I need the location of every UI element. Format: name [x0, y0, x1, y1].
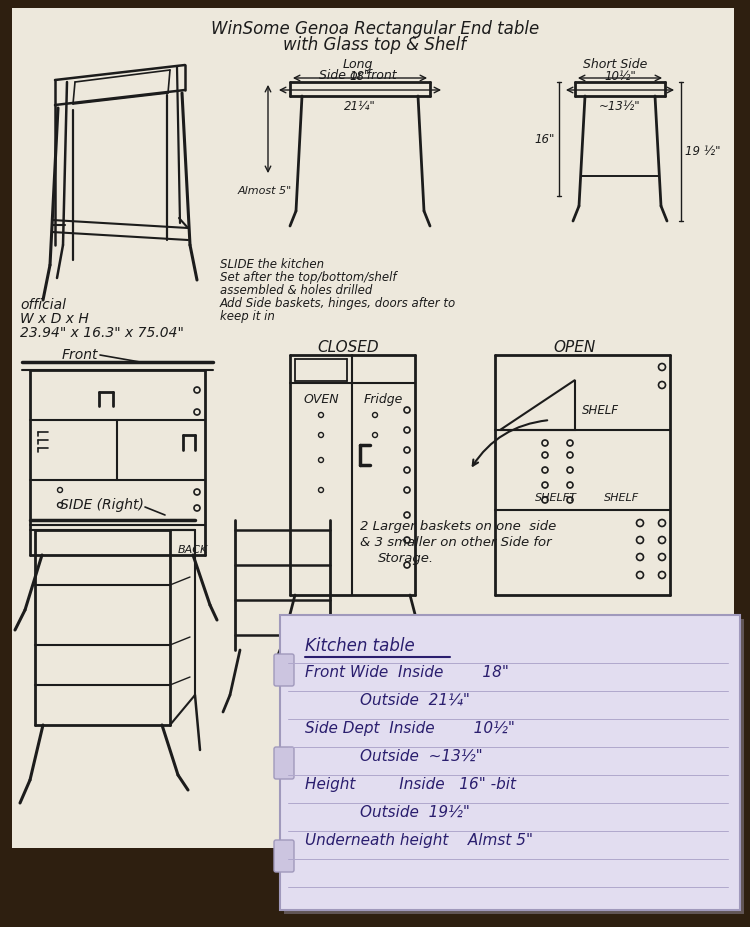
Text: 16": 16"	[535, 133, 555, 146]
Text: SHELFT: SHELFT	[536, 493, 578, 503]
Text: SIDE (Right): SIDE (Right)	[60, 498, 144, 512]
Text: Almost 5": Almost 5"	[238, 186, 292, 196]
Text: WinSome Genoa Rectangular End table: WinSome Genoa Rectangular End table	[211, 20, 539, 38]
FancyBboxPatch shape	[274, 654, 294, 686]
Text: SLIDE the kitchen: SLIDE the kitchen	[220, 258, 324, 271]
Text: 23.94" x 16.3" x 75.04": 23.94" x 16.3" x 75.04"	[20, 326, 184, 340]
Text: assembled & holes drilled: assembled & holes drilled	[220, 284, 372, 297]
Text: keep it in: keep it in	[220, 310, 274, 323]
Text: 18": 18"	[350, 70, 370, 83]
Text: official: official	[20, 298, 66, 312]
Text: Kitchen table: Kitchen table	[305, 637, 415, 655]
Text: ~13½": ~13½"	[599, 100, 640, 113]
Text: Add Side baskets, hinges, doors after to: Add Side baskets, hinges, doors after to	[220, 297, 456, 310]
Text: Underneath height    Almst 5": Underneath height Almst 5"	[305, 833, 533, 848]
Text: Side or front: Side or front	[320, 69, 397, 82]
Text: Front Wide  Inside        18": Front Wide Inside 18"	[305, 665, 509, 680]
Text: Outside  ∼13½": Outside ∼13½"	[360, 749, 483, 764]
Text: 19 ½": 19 ½"	[685, 145, 721, 158]
Text: Height         Inside   16" -bit: Height Inside 16" -bit	[305, 777, 516, 792]
Text: Side Dept  Inside        10½": Side Dept Inside 10½"	[305, 721, 514, 736]
Bar	[284, 619, 744, 914]
FancyBboxPatch shape	[274, 747, 294, 779]
Text: 21¼": 21¼"	[344, 100, 376, 113]
Text: Outside  19½": Outside 19½"	[360, 805, 470, 820]
Text: CLOSED: CLOSED	[317, 340, 379, 355]
Bar	[280, 615, 740, 910]
Text: SHELF: SHELF	[604, 493, 638, 503]
Text: & 3 smaller on other Side for: & 3 smaller on other Side for	[360, 536, 551, 549]
Text: Storage.: Storage.	[378, 552, 434, 565]
Text: SHELF: SHELF	[581, 404, 619, 417]
Text: OPEN: OPEN	[554, 340, 596, 355]
Text: with Glass top & Shelf: with Glass top & Shelf	[284, 36, 466, 54]
Text: Long: Long	[343, 58, 374, 71]
Text: OVEN: OVEN	[303, 393, 339, 406]
Text: 10½": 10½"	[604, 70, 636, 83]
Text: Set after the top/bottom/shelf: Set after the top/bottom/shelf	[220, 271, 397, 284]
Text: 2 Larger baskets on one  side: 2 Larger baskets on one side	[360, 520, 556, 533]
FancyBboxPatch shape	[274, 840, 294, 872]
Text: Front: Front	[62, 348, 98, 362]
Text: Fridge: Fridge	[363, 393, 403, 406]
Text: Outside  21¼": Outside 21¼"	[360, 693, 470, 708]
Text: Short Side: Short Side	[583, 58, 647, 71]
Text: W x D x H: W x D x H	[20, 312, 88, 326]
Text: BACK: BACK	[178, 545, 209, 555]
